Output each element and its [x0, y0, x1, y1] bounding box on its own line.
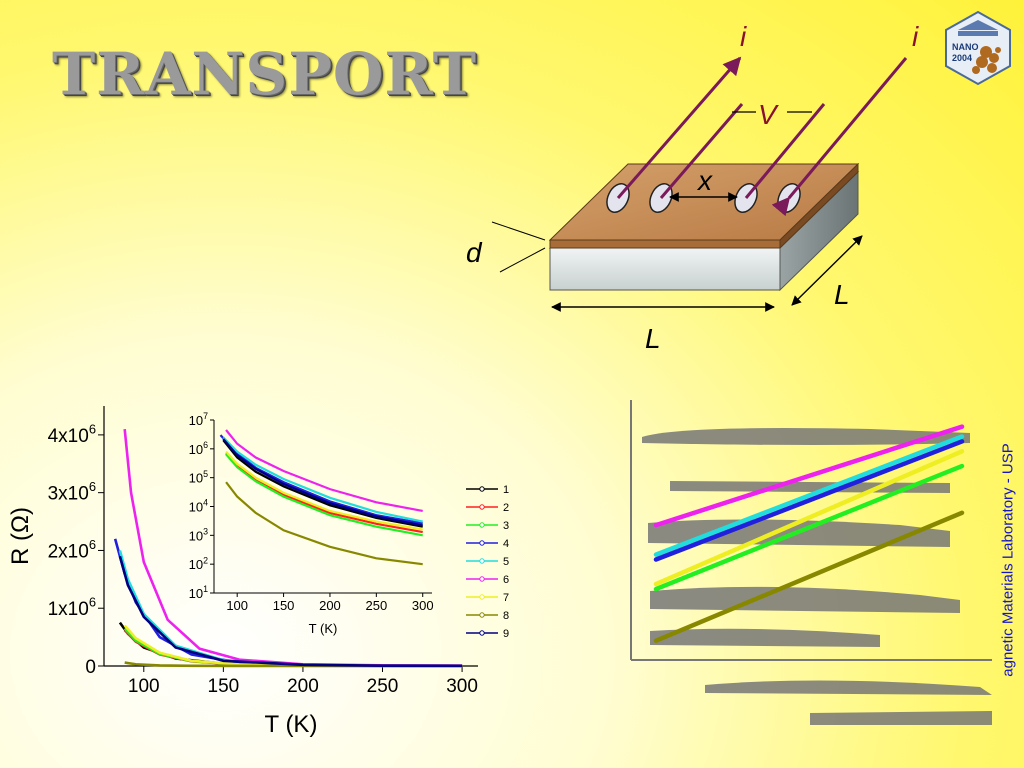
thickness-leader-bottom: [499, 247, 546, 273]
main-y-tick-label: 3x106: [48, 479, 96, 505]
inset-x-tick-label: 250: [365, 598, 387, 613]
legend-marker-7: [479, 594, 485, 600]
inset-x-tick-label: 200: [319, 598, 341, 613]
inset-x-tick-label: 100: [226, 598, 248, 613]
inset-y-tick-label: 104: [189, 498, 208, 515]
inset-x-tick-label: 150: [273, 598, 295, 613]
inset-y-tick-label: 107: [189, 411, 208, 428]
sketch-series-line-5: [653, 463, 965, 592]
inset-series-line-8: [225, 481, 423, 566]
legend-marker-8: [479, 612, 485, 618]
lab-credit-text: agnetic Materials Laboratory - USP: [999, 443, 1017, 677]
legend-label-5: 5: [503, 556, 509, 568]
nanoparticle-cluster-icon: [972, 46, 1001, 74]
main-series-line-6: [123, 428, 463, 667]
legend-marker-2: [479, 504, 485, 510]
inset-series-line-1: [222, 439, 423, 528]
inset-x-axis-label: T (K): [309, 621, 338, 636]
legend-label-4: 4: [503, 538, 509, 550]
sketch-series-line-2: [653, 434, 965, 557]
legend-label-8: 8: [503, 610, 509, 622]
current-label-right: i: [912, 21, 919, 52]
main-x-tick-label: 150: [208, 676, 240, 697]
inset-y-tick-label: 102: [189, 555, 208, 572]
main-x-tick-label: 200: [287, 676, 319, 697]
inset-series-line-7: [225, 450, 423, 531]
inset-series-line-5: [222, 436, 423, 523]
sketch-series-line-4: [653, 449, 965, 587]
main-x-tick-label: 300: [446, 676, 478, 697]
main-y-tick-label: 2x106: [48, 537, 96, 563]
legend-marker-5: [479, 558, 485, 564]
inset-y-tick-label: 105: [189, 469, 208, 486]
inset-series-line-4: [219, 434, 423, 525]
main-x-tick-label: 250: [367, 676, 399, 697]
legend-label-7: 7: [503, 592, 509, 604]
current-label-left: i: [740, 21, 747, 52]
main-y-tick-label: 1x106: [48, 595, 96, 621]
legend-label-6: 6: [503, 574, 509, 586]
width-label: L: [834, 279, 850, 310]
sketch-series-line-1: [653, 424, 965, 528]
sketch-series-line-6: [653, 510, 965, 643]
resistance-chart: 100 150 200 250 300 0 1x106 2x106 3x106 4x106 T (K…: [7, 406, 509, 738]
inset-series-line-6: [225, 429, 423, 513]
inset-y-tick-label: 101: [189, 584, 208, 601]
main-x-axis-label: T (K): [265, 711, 318, 738]
logo-line1: NANO: [952, 42, 979, 52]
main-series-line-9: [118, 555, 463, 668]
inset-series-line-9: [222, 438, 423, 527]
legend-label-1: 1: [503, 484, 509, 496]
logo-line2: 2004: [952, 53, 972, 63]
legend-marker-1: [479, 486, 485, 492]
contact-pads: [606, 183, 801, 213]
legend-marker-4: [479, 540, 485, 546]
thickness-label: d: [466, 237, 483, 268]
main-y-tick-label: 4x106: [48, 421, 96, 447]
legend-label-3: 3: [503, 520, 509, 532]
length-label: L: [645, 323, 661, 354]
main-y-tick-label: 0: [85, 657, 96, 678]
legend-label-2: 2: [503, 502, 509, 514]
probe-wires: [616, 56, 908, 217]
legend-marker-6: [479, 576, 485, 582]
nano2004-logo: NANO 2004: [945, 10, 1011, 86]
legend-label-9: 9: [503, 628, 509, 640]
inset-y-tick-label: 106: [189, 440, 208, 457]
main-x-tick-label: 100: [128, 676, 160, 697]
inset-series-line-3: [225, 453, 423, 537]
voltage-label: V: [758, 99, 779, 130]
main-y-axis-label: R (Ω): [7, 507, 34, 565]
legend-marker-9: [479, 630, 485, 636]
spacing-label: x: [696, 165, 713, 196]
width-arrow: [791, 235, 863, 306]
inset-y-tick-label: 103: [189, 526, 208, 543]
sketch-series-line-3: [653, 439, 965, 562]
inset-x-tick-label: 300: [412, 598, 434, 613]
log-resistance-sketch: [630, 400, 992, 725]
legend-marker-3: [479, 522, 485, 528]
thickness-leader-top: [491, 221, 546, 241]
sketch-series: [653, 424, 965, 643]
page-title: TRANSPORT: [52, 40, 477, 108]
sample-block: [548, 162, 860, 292]
